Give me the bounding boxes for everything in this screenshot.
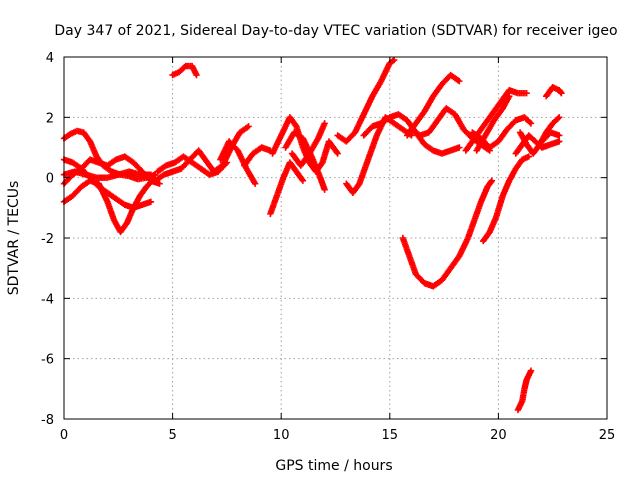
series-track-27	[542, 83, 565, 100]
x-tick-label: 10	[273, 428, 290, 443]
data-point	[525, 153, 533, 160]
series-track-26	[516, 114, 563, 157]
data-point	[251, 180, 259, 187]
series-track-24	[479, 153, 533, 245]
axis-ticks: 0 5 10 15 20 25 -8 -6 -4 -2 0 2 4	[41, 51, 615, 443]
y-axis-label: SDTVAR / TECUs	[6, 181, 22, 296]
data-point	[321, 120, 328, 127]
data-point	[222, 160, 229, 168]
data-point	[147, 171, 155, 178]
y-tick-label: -8	[41, 413, 54, 428]
x-tick-label: 15	[382, 428, 399, 443]
series-track-22	[469, 114, 535, 151]
data-point	[245, 123, 252, 130]
x-tick-label: 25	[599, 428, 616, 443]
series-track-7	[154, 153, 231, 178]
y-tick-label: 2	[46, 111, 54, 126]
plot-frame	[63, 56, 608, 420]
data-point	[299, 177, 307, 184]
data-point	[487, 178, 495, 186]
data-point	[558, 90, 565, 97]
data-point	[506, 93, 513, 100]
y-tick-label: 0	[46, 172, 54, 187]
data-point	[456, 144, 463, 151]
data-point	[147, 198, 155, 205]
series-track-29	[514, 367, 535, 414]
data-point	[556, 114, 563, 121]
series-track-12	[269, 114, 341, 175]
data-point	[556, 132, 563, 139]
series-track-14	[288, 120, 328, 169]
x-tick-label: 0	[60, 428, 68, 443]
x-axis-label: GPS time / hours	[275, 458, 392, 474]
data-point	[321, 186, 328, 193]
series-track-11	[267, 159, 307, 218]
data-point	[554, 115, 562, 122]
data-point	[488, 177, 496, 184]
data-point	[523, 90, 530, 97]
data-point	[556, 138, 563, 145]
series-track-8	[169, 62, 200, 79]
series-track-6	[152, 123, 252, 184]
grid-lines	[64, 57, 607, 419]
series-track-20	[399, 177, 496, 290]
series-track-10	[241, 144, 274, 169]
x-tick-label: 5	[168, 428, 176, 443]
series-track-16	[343, 114, 415, 196]
y-tick-label: -4	[41, 292, 54, 307]
x-tick-label: 20	[490, 428, 507, 443]
data-point	[334, 150, 341, 157]
data-points	[60, 56, 565, 414]
data-point	[390, 56, 398, 64]
data-point	[223, 159, 231, 166]
y-tick-label: -6	[41, 353, 54, 368]
data-point	[156, 180, 163, 187]
series-track-3	[60, 174, 159, 236]
data-point	[527, 120, 535, 127]
series-track-17	[360, 111, 463, 157]
data-point	[527, 367, 535, 374]
series-track-28	[538, 129, 563, 145]
series-track-18	[403, 71, 463, 139]
series-track-9	[217, 138, 259, 187]
data-point	[193, 71, 200, 79]
data-point	[456, 77, 463, 85]
data-point	[526, 118, 533, 126]
series-track-5	[60, 168, 155, 181]
y-tick-label: -2	[41, 232, 54, 247]
data-point	[298, 176, 306, 183]
chart-title: Day 347 of 2021, Sidereal Day-to-day VTE…	[54, 23, 617, 39]
y-tick-label: 4	[46, 51, 54, 66]
series-track-23	[473, 93, 513, 154]
